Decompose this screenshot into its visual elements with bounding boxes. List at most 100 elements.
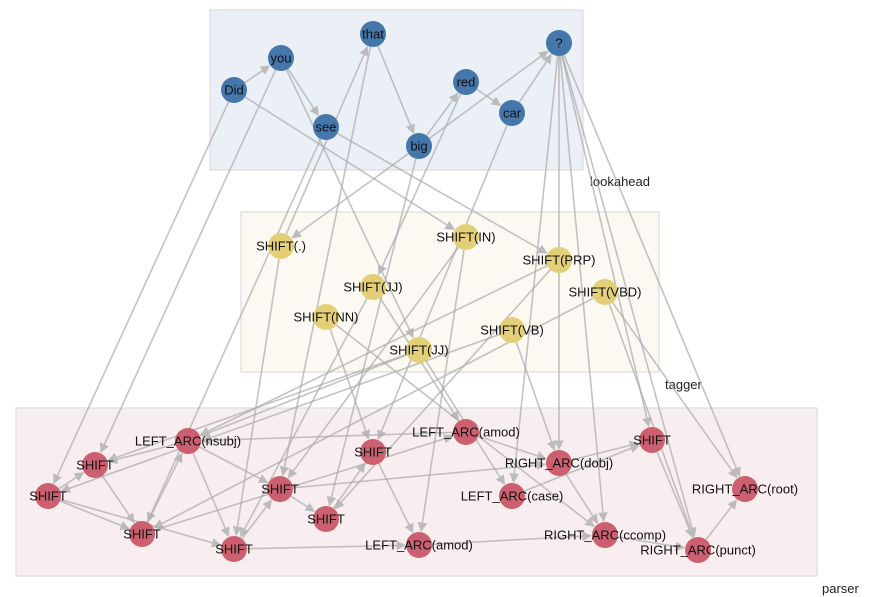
node-t_vbd[interactable]: SHIFT(VBD) [569, 279, 642, 305]
node-circle[interactable] [592, 279, 618, 305]
group-label-lookahead: lookahead [590, 174, 650, 189]
edge-p_s0-p_s2 [59, 500, 130, 530]
group-label-parser: parser [822, 581, 860, 596]
node-w_see[interactable]: see [313, 114, 339, 140]
node-circle[interactable] [685, 537, 711, 563]
node-circle[interactable] [546, 450, 572, 476]
node-circle[interactable] [221, 77, 247, 103]
node-p_s3[interactable]: SHIFT [215, 536, 253, 562]
node-p_ccomp[interactable]: RIGHT_ARC(ccomp) [544, 522, 666, 548]
node-circle[interactable] [546, 30, 572, 56]
node-t_dot[interactable]: SHIFT(.) [256, 233, 306, 259]
node-circle[interactable] [639, 427, 665, 453]
node-w_q[interactable]: ? [546, 30, 572, 56]
group-label-tagger: tagger [665, 377, 703, 392]
node-p_amod2[interactable]: LEFT_ARC(amod) [365, 532, 473, 558]
node-label: you [271, 51, 292, 66]
node-circle[interactable] [453, 69, 479, 95]
node-p_case[interactable]: LEFT_ARC(case) [461, 483, 564, 509]
node-p_s7[interactable]: SHIFT [633, 427, 671, 453]
node-label: SHIFT(VBD) [569, 285, 642, 300]
node-t_jj1[interactable]: SHIFT(JJ) [343, 274, 403, 300]
edge-t_vbd-p_root [611, 302, 738, 479]
node-t_prp[interactable]: SHIFT(PRP) [523, 247, 596, 273]
node-circle[interactable] [453, 224, 479, 250]
node-circle[interactable] [175, 428, 201, 454]
node-circle[interactable] [221, 536, 247, 562]
node-circle[interactable] [406, 532, 432, 558]
node-w_big[interactable]: big [406, 133, 432, 159]
node-p_s0[interactable]: SHIFT [29, 483, 67, 509]
node-p_nsubj[interactable]: LEFT_ARC(nsubj) [135, 428, 241, 454]
node-w_that[interactable]: that [360, 21, 386, 47]
node-p_amod1[interactable]: LEFT_ARC(amod) [412, 419, 520, 445]
node-circle[interactable] [546, 247, 572, 273]
edge-p_nsubj-p_s3 [192, 452, 230, 538]
node-label: SHIFT(IN) [436, 230, 495, 245]
node-circle[interactable] [360, 439, 386, 465]
node-p_dobj[interactable]: RIGHT_ARC(dobj) [505, 450, 613, 476]
node-label: big [410, 139, 427, 154]
node-label: car [503, 106, 522, 121]
node-circle[interactable] [499, 483, 525, 509]
edge-w_you-t_jj2 [285, 69, 414, 339]
node-circle[interactable] [313, 506, 339, 532]
node-circle[interactable] [129, 521, 155, 547]
node-circle[interactable] [406, 337, 432, 363]
node-circle[interactable] [360, 274, 386, 300]
node-circle[interactable] [313, 114, 339, 140]
node-p_punct[interactable]: RIGHT_ARC(punct) [640, 537, 756, 563]
node-w_car[interactable]: car [499, 100, 525, 126]
edge-t_dot-w_that [285, 45, 369, 235]
node-label: that [362, 27, 384, 42]
edge-p_ccomp-p_punct [617, 536, 686, 552]
edge-w_did-t_in [244, 96, 455, 231]
edge-p_s7-p_punct [656, 451, 694, 538]
edge-w_that-w_big [377, 45, 415, 134]
edge-w_big-w_q [428, 50, 549, 139]
node-circle[interactable] [313, 304, 339, 330]
node-p_root[interactable]: RIGHT_ARC(root) [692, 476, 798, 502]
node-circle[interactable] [592, 522, 618, 548]
edge-w_car-w_q [518, 53, 552, 103]
node-w_did[interactable]: Did [221, 77, 247, 103]
node-circle[interactable] [732, 476, 758, 502]
node-p_s1[interactable]: SHIFT [76, 452, 114, 478]
node-p_s6[interactable]: SHIFT [307, 506, 345, 532]
node-p_s5[interactable]: SHIFT [354, 439, 392, 465]
node-p_s4[interactable]: SHIFT [261, 476, 299, 502]
edge-p_nsubj-p_s1 [107, 443, 176, 464]
node-w_you[interactable]: you [268, 45, 294, 71]
edge-w_did-p_s0 [53, 101, 230, 485]
node-circle[interactable] [360, 21, 386, 47]
edge-p_s3-p_s4 [241, 499, 273, 540]
node-circle[interactable] [268, 45, 294, 71]
edge-w_q-p_s7 [561, 55, 652, 428]
edge-w_you-w_see [287, 68, 320, 117]
node-label: RIGHT_ARC(ccomp) [544, 528, 666, 543]
node-circle[interactable] [499, 317, 525, 343]
node-circle[interactable] [267, 476, 293, 502]
node-label: SHIFT [307, 512, 345, 527]
node-label: SHIFT [123, 527, 161, 542]
node-circle[interactable] [82, 452, 108, 478]
node-circle[interactable] [453, 419, 479, 445]
node-p_s2[interactable]: SHIFT [123, 521, 161, 547]
node-label: SHIFT(NN) [294, 310, 359, 325]
node-circle[interactable] [268, 233, 294, 259]
node-circle[interactable] [35, 483, 61, 509]
node-t_nn[interactable]: SHIFT(NN) [294, 304, 359, 330]
node-t_in[interactable]: SHIFT(IN) [436, 224, 496, 250]
node-label: SHIFT [29, 489, 67, 504]
node-circle[interactable] [406, 133, 432, 159]
edge-w_you-p_s1 [100, 69, 277, 454]
node-label: Did [224, 83, 244, 98]
node-w_red[interactable]: red [453, 69, 479, 95]
node-t_vb[interactable]: SHIFT(VB) [480, 317, 544, 343]
edge-w_q-p_root [563, 54, 741, 477]
node-circle[interactable] [499, 100, 525, 126]
node-label: LEFT_ARC(nsubj) [135, 434, 241, 449]
edge-w_see-t_prp [336, 132, 548, 254]
node-label: SHIFT(VB) [480, 323, 544, 338]
node-t_jj2[interactable]: SHIFT(JJ) [389, 337, 449, 363]
